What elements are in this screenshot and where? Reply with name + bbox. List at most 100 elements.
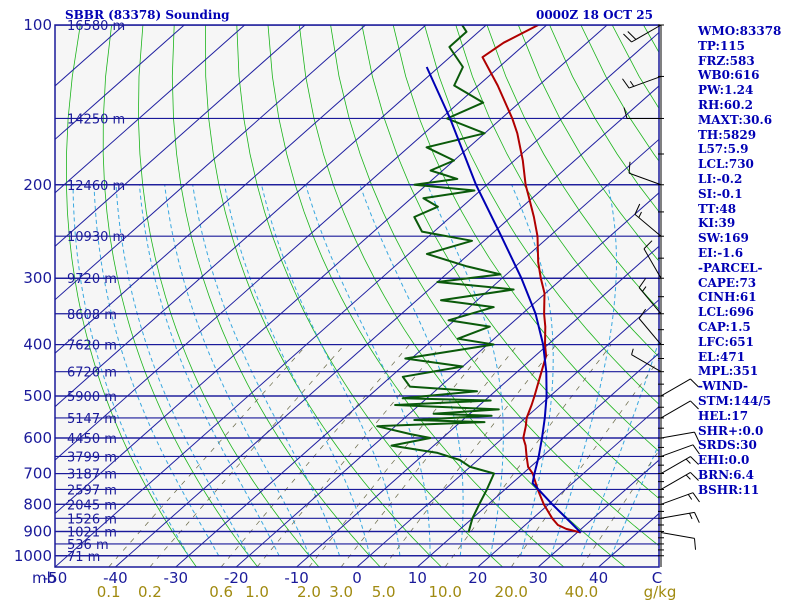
wind-barb [623,107,661,119]
isotherms [55,25,659,567]
index-item: CINH:61 [698,290,757,305]
mixing-ratio-tick-label: 10.0 [429,583,462,600]
index-item: -WIND- [698,379,748,394]
isotherm [55,25,306,247]
wind-barb [660,456,699,474]
dry-adiabat [517,25,659,262]
height-label: 12460 m [67,179,125,194]
index-item: RH:60.2 [698,97,753,112]
wind-barb [660,400,699,419]
pressure-tick-label: 200 [23,176,52,194]
height-label: 536 m [67,538,109,553]
height-label: 71 m [67,550,100,565]
pressure-tick-label: 400 [23,336,52,354]
mixing-ratio-tick-label: 0.2 [138,583,162,600]
dry-adiabat [65,25,197,567]
index-item: WMO:83378 [698,24,782,38]
index-item: FRZ:583 [698,53,755,68]
isotherm [55,25,547,461]
index-item: CAPE:73 [698,275,757,290]
index-item: BRN:6.4 [698,467,754,482]
isotherm [55,25,185,141]
index-item: SRDS:30 [698,438,757,453]
height-label: 2045 m [67,498,117,513]
mixing-ratio-tick-label: 0.6 [209,583,233,600]
pressure-axis-label: mb [32,569,56,587]
wind-barb [628,161,662,186]
mixing-ratio-tick-label: 1.0 [245,583,269,600]
wind-barb [660,492,700,505]
wind-barb-column [622,24,700,567]
pressure-tick-label: 100 [23,16,52,34]
index-item: EL:471 [698,349,746,364]
isotherm [296,245,659,567]
height-label: 6720 m [67,366,117,381]
isotherm [417,352,659,567]
wind-barb [660,531,697,550]
height-label: 7620 m [67,339,117,354]
mixing-ratio-line [149,344,345,567]
height-label: 4450 m [67,432,117,447]
temperature-tick-label: -30 [164,569,189,587]
isotherm [235,192,659,567]
height-label: 3799 m [67,450,117,465]
wind-barb [622,75,662,89]
mixing-ratio-line [383,344,557,567]
isotherm [55,25,487,408]
mixing-ratio-tick-label: 3.0 [329,583,353,600]
temperature-tick-label: -40 [103,569,128,587]
temperature-axis-label: C [652,569,662,587]
height-label: 1526 m [67,512,117,527]
pressure-tick-label: 500 [23,387,52,405]
dry-adiabat [102,25,259,567]
index-item: HEL:17 [698,408,749,423]
moist-adiabat [610,442,659,556]
index-item: BSHR:11 [698,482,760,497]
dry-adiabat [236,25,503,567]
mixing-ratio-axis-label: g/kg [644,583,677,600]
height-label: 10930 m [67,230,125,245]
chart-title: SBBR (83378) Sounding [65,8,230,22]
mixing-ratio-tick-label: 40.0 [565,583,598,600]
temperature-tick-label: -50 [43,569,68,587]
wind-barb [660,378,699,397]
index-item: STM:144/5 [698,393,772,408]
wind-barb [638,278,662,315]
temperature-tick-label: 20 [468,569,487,587]
wind-barb [631,348,662,373]
dewpoint-trace [376,25,515,533]
moist-adiabat [164,184,310,556]
pressure-tick-label: 300 [23,269,52,287]
wind-barb [623,24,662,43]
temperature-tick-label: 0 [352,569,362,587]
index-item: L57:5.9 [698,142,749,157]
index-item: LCL:696 [698,305,754,320]
index-item: LCL:730 [698,157,754,172]
isobars [55,25,659,557]
mixing-ratio-line [220,344,410,567]
plot-frame [54,24,660,568]
wind-barb [643,240,662,279]
index-item: TH:5829 [698,127,757,142]
mixing-ratio-tick-label: 2.0 [297,583,321,600]
height-label: 2597 m [67,483,117,498]
dry-adiabat [361,25,659,500]
dry-adiabat [205,25,442,567]
wind-barb [660,444,700,457]
isotherm [356,299,659,567]
temperature-tick-label: 30 [529,569,548,587]
index-item: LI:-0.2 [698,171,743,186]
dry-adiabat [455,25,659,358]
index-item: MPL:351 [698,364,759,379]
index-item: TT:48 [698,201,737,216]
index-item: KI:39 [698,216,736,231]
pressure-tick-label: 1000 [14,547,52,565]
isotherm [175,138,659,567]
dry-adiabat [267,25,565,567]
moist-adiabat [550,184,618,556]
height-label: 3187 m [67,468,117,483]
dry-adiabat [486,25,659,310]
pressure-tick-label: 900 [23,522,52,540]
